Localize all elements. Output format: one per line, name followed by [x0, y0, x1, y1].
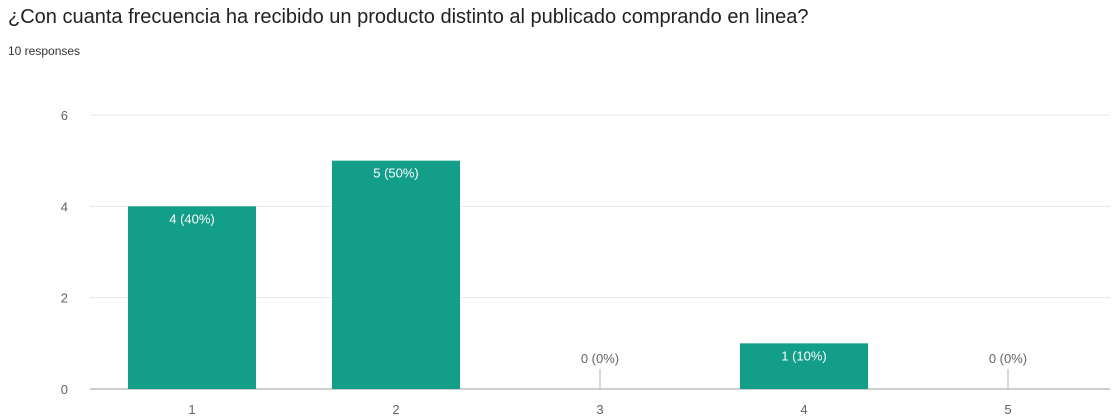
bar-data-label: 4 (40%) [169, 211, 215, 226]
question-title: ¿Con cuanta frecuencia ha recibido un pr… [8, 6, 809, 28]
bar [128, 206, 256, 389]
bar [740, 343, 868, 389]
response-count: 10 responses [8, 44, 81, 58]
bar-data-label: 5 (50%) [373, 166, 419, 181]
x-tick-label: 2 [392, 402, 399, 417]
y-tick-label: 4 [61, 199, 68, 214]
bar [332, 160, 460, 389]
bar-data-label: 0 (0%) [989, 351, 1027, 366]
y-tick-label: 6 [61, 108, 68, 123]
y-tick-label: 0 [61, 382, 68, 397]
bar-data-label: 1 (10%) [781, 348, 827, 363]
x-tick-label: 4 [800, 402, 807, 417]
x-tick-label: 3 [596, 402, 603, 417]
y-tick-label: 2 [61, 291, 68, 306]
x-tick-label: 1 [188, 402, 195, 417]
bar-data-label: 0 (0%) [581, 351, 619, 366]
x-tick-label: 5 [1004, 402, 1011, 417]
